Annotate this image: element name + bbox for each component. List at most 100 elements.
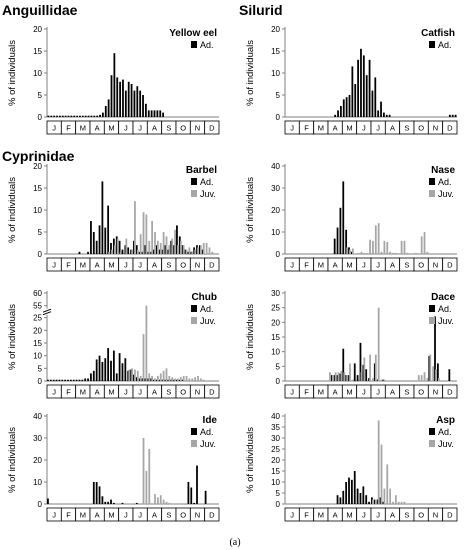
bar-juvenile xyxy=(199,245,202,254)
bar-adult xyxy=(150,378,153,381)
bar-adult xyxy=(342,490,345,504)
bar-adult xyxy=(95,482,98,504)
y-tick-label: 10 xyxy=(33,69,42,78)
bar-juvenile xyxy=(177,245,179,254)
bar-adult xyxy=(107,99,110,117)
month-box xyxy=(204,120,220,135)
month-label: F xyxy=(304,261,309,270)
bar-juvenile xyxy=(162,499,165,504)
month-box xyxy=(204,507,220,522)
y-axis-label: % of individuals xyxy=(7,177,18,243)
bar-adult xyxy=(359,342,362,381)
month-label: J xyxy=(290,388,294,397)
month-label: O xyxy=(418,124,424,133)
bar-adult xyxy=(360,48,362,117)
bar-adult xyxy=(112,350,115,381)
bar-adult xyxy=(376,379,379,381)
legend-swatch xyxy=(191,305,197,312)
bar-adult xyxy=(345,482,348,504)
legend-label: Ad. xyxy=(438,427,452,437)
bar-juvenile xyxy=(154,232,156,254)
bar-adult xyxy=(110,75,113,117)
bar-juvenile xyxy=(403,501,406,504)
panel-title: Barbel xyxy=(186,165,217,176)
bar-juvenile xyxy=(415,252,417,254)
bar-adult xyxy=(135,245,138,254)
bar-juvenile xyxy=(156,240,159,254)
month-label: D xyxy=(447,511,453,520)
bar-adult xyxy=(79,115,81,117)
bar-adult xyxy=(64,115,67,117)
y-tick-label: 15 xyxy=(33,339,42,348)
bar-adult xyxy=(371,90,374,117)
bar-adult xyxy=(368,501,370,504)
bar-adult xyxy=(81,115,84,117)
bar-juvenile xyxy=(435,369,437,381)
y-tick-label: 0 xyxy=(276,500,281,509)
bar-adult xyxy=(87,378,89,381)
bar-juvenile xyxy=(343,372,346,381)
month-label: F xyxy=(304,511,309,520)
bar-juvenile xyxy=(139,375,142,381)
bar-adult xyxy=(428,356,431,381)
month-label: A xyxy=(390,511,395,520)
month-label: A xyxy=(95,388,100,397)
month-label: J xyxy=(138,124,142,133)
bar-adult xyxy=(133,374,135,381)
bar-adult xyxy=(110,243,112,254)
y-tick-label: 30 xyxy=(271,434,280,443)
bar-adult xyxy=(121,363,124,381)
month-box xyxy=(442,120,458,135)
bar-adult xyxy=(155,379,158,381)
y-tick-label: 25 xyxy=(271,445,280,454)
bar-juvenile xyxy=(400,501,403,504)
month-label: N xyxy=(433,511,438,520)
y-tick-label: 40 xyxy=(271,162,280,171)
bar-adult xyxy=(121,249,124,254)
bar-adult xyxy=(95,240,98,254)
month-label: J xyxy=(376,124,380,133)
y-tick-label: 0 xyxy=(276,377,281,386)
bar-juvenile xyxy=(369,354,371,381)
bar-adult xyxy=(99,114,101,117)
y-tick-label: 30 xyxy=(33,434,42,443)
y-tick-label: 15 xyxy=(271,333,280,342)
bar-adult xyxy=(133,90,136,117)
bar-adult xyxy=(144,378,147,381)
bar-adult xyxy=(164,379,167,381)
month-label: M xyxy=(318,511,324,520)
legend-label: Ad. xyxy=(438,177,452,187)
axis-break-mark xyxy=(42,308,52,313)
y-axis-label: % of individuals xyxy=(7,40,18,106)
bar-juvenile xyxy=(397,501,400,504)
month-label: F xyxy=(66,124,71,133)
y-tick-label: 15 xyxy=(271,47,280,56)
bar-adult xyxy=(362,55,365,117)
bar-adult xyxy=(96,115,99,117)
bar-juvenile xyxy=(168,375,171,381)
month-box xyxy=(204,257,220,272)
panel-title: Catfish xyxy=(421,28,455,39)
bar-adult xyxy=(333,238,336,254)
month-label: M xyxy=(80,261,86,270)
bar-adult xyxy=(204,490,207,504)
bar-juvenile xyxy=(383,240,386,254)
bar-adult xyxy=(193,247,196,254)
bar-adult xyxy=(133,240,135,254)
month-label: M xyxy=(108,388,114,397)
bar-juvenile xyxy=(142,212,145,254)
month-label: M xyxy=(108,511,114,520)
y-tick-label: 20 xyxy=(33,326,42,335)
bar-juvenile xyxy=(394,252,397,254)
bar-adult xyxy=(336,375,339,381)
bar-adult xyxy=(385,114,388,117)
bar-juvenile xyxy=(351,379,354,381)
bar-juvenile xyxy=(145,305,148,381)
bar-adult xyxy=(173,379,175,381)
y-tick-label: 20 xyxy=(33,162,42,171)
y-tick-label: 30 xyxy=(271,184,280,193)
y-tick-label: 10 xyxy=(271,478,280,487)
month-label: O xyxy=(180,261,186,270)
